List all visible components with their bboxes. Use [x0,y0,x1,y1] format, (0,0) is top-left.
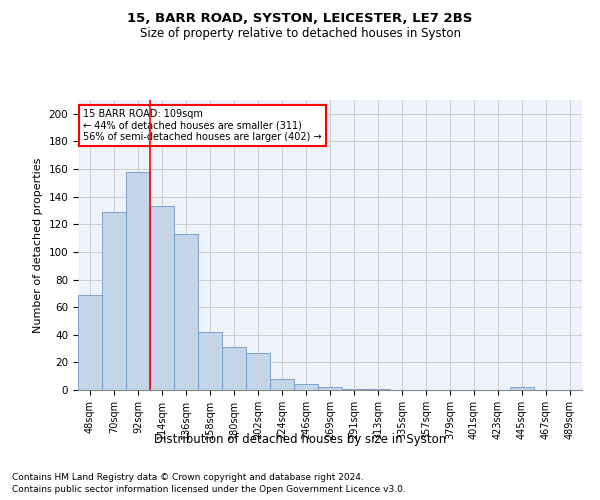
Text: Contains public sector information licensed under the Open Government Licence v3: Contains public sector information licen… [12,485,406,494]
Text: 15 BARR ROAD: 109sqm
← 44% of detached houses are smaller (311)
56% of semi-deta: 15 BARR ROAD: 109sqm ← 44% of detached h… [83,108,322,142]
Bar [342,388,366,390]
Text: Distribution of detached houses by size in Syston: Distribution of detached houses by size … [154,432,446,446]
Bar [294,384,318,390]
Text: 15, BARR ROAD, SYSTON, LEICESTER, LE7 2BS: 15, BARR ROAD, SYSTON, LEICESTER, LE7 2B… [127,12,473,26]
Text: Size of property relative to detached houses in Syston: Size of property relative to detached ho… [139,28,461,40]
Bar [246,352,270,390]
Bar [150,206,174,390]
Bar [222,347,246,390]
Bar [78,294,102,390]
Bar [198,332,222,390]
Bar [126,172,150,390]
Bar [318,387,342,390]
Bar [102,212,126,390]
Bar [174,234,198,390]
Y-axis label: Number of detached properties: Number of detached properties [33,158,43,332]
Text: Contains HM Land Registry data © Crown copyright and database right 2024.: Contains HM Land Registry data © Crown c… [12,472,364,482]
Bar [510,387,534,390]
Bar [270,379,294,390]
Bar [366,388,390,390]
